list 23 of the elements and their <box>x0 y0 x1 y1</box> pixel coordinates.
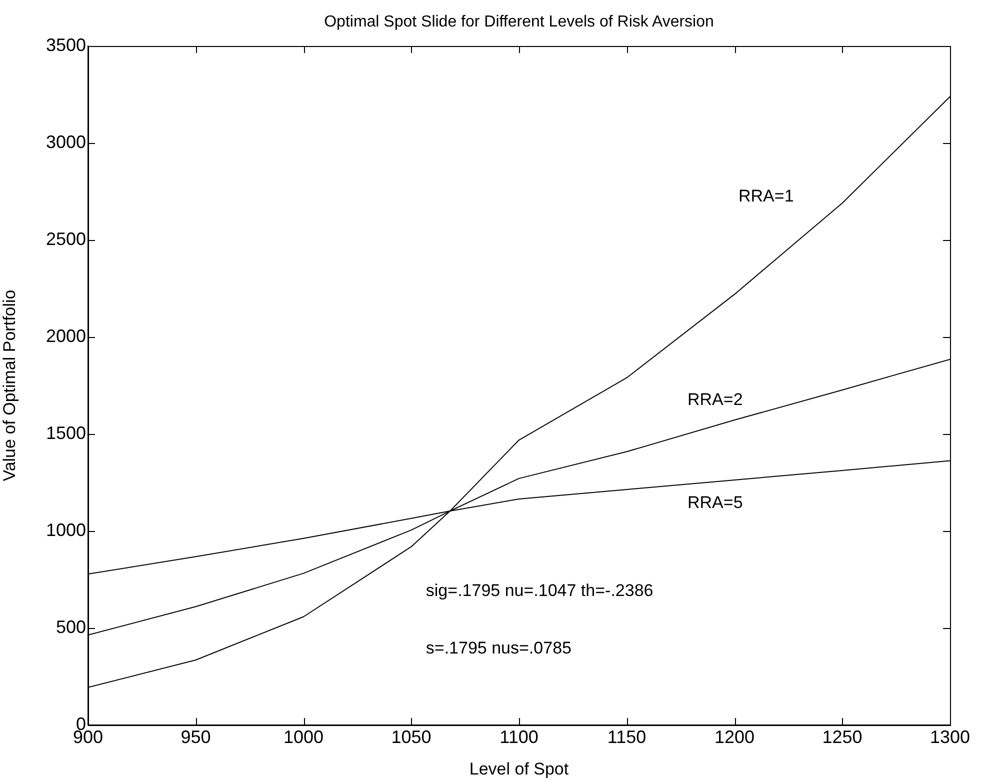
y-tick-label: 500 <box>56 616 86 637</box>
series-label: RRA=2 <box>688 390 743 410</box>
x-tick-label: 1200 <box>714 726 755 747</box>
x-tick-label: 1000 <box>283 726 324 747</box>
x-tick-label: 950 <box>180 726 211 747</box>
y-tick-label: 2000 <box>46 326 86 346</box>
x-tick-label: 1050 <box>391 726 432 747</box>
chart-title: Optimal Spot Slide for Different Levels of Risk Aversion <box>324 13 714 30</box>
x-axis-title: Level of Spot <box>469 759 569 778</box>
y-tick-label: 3000 <box>46 132 86 152</box>
x-tick-label: 1250 <box>822 726 862 747</box>
series-label: RRA=5 <box>688 492 743 512</box>
y-tick-label: 1000 <box>46 520 86 540</box>
x-tick-label: 1150 <box>607 726 646 747</box>
y-tick-label: 1500 <box>46 422 86 443</box>
annotation: sig=.1795 nu=.1047 th=-.2386 <box>426 580 654 600</box>
x-tick-label: 1300 <box>930 726 970 747</box>
y-tick-label: 3500 <box>46 34 86 55</box>
y-axis-title: Value of Optimal Portfolio <box>0 290 19 482</box>
x-tick-label: 1100 <box>500 726 538 747</box>
annotation: s=.1795 nus=.0785 <box>426 638 572 658</box>
series-label: RRA=1 <box>738 186 794 206</box>
y-tick-label: 2500 <box>46 228 86 249</box>
